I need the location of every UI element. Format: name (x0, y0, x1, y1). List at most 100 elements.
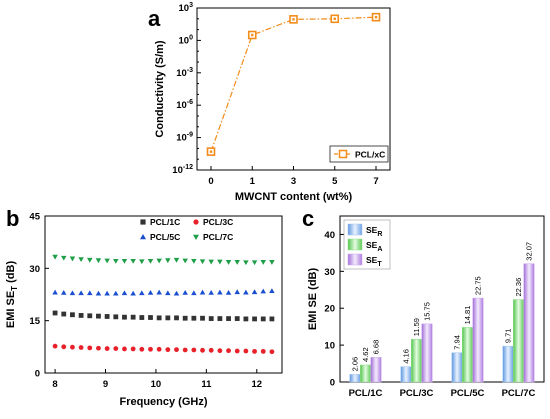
data-point-PCL/1C (52, 310, 58, 316)
data-point-PCL/5C (269, 288, 275, 294)
data-point-PCL/3C (52, 343, 58, 349)
y-tick-label-a: 10-9 (176, 132, 193, 144)
data-point-PCL/5C (69, 290, 76, 296)
x-tick-label-c: PCL/5C (451, 388, 485, 399)
data-point-PCL/3C (96, 345, 101, 351)
panel-label-a: a (148, 6, 161, 31)
data-point-PCL/1C (156, 315, 162, 321)
data-point-PCL/1C (234, 316, 240, 321)
x-tick-label-a: 5 (332, 176, 338, 187)
y-axis-title-c: EMI SE (dB) (307, 268, 319, 331)
data-point-PCL/3C (122, 346, 127, 352)
bar-R-PCL/3C (400, 366, 412, 383)
legend-marker-PCL/3C (193, 219, 199, 225)
bar-A-PCL/1C (360, 364, 371, 383)
y-tick-label-c: 10 (324, 341, 335, 352)
legend-label-PCL/7C: PCL/7C (203, 232, 233, 242)
data-point-PCL/7C (199, 259, 206, 265)
bar-T-PCL/5C (472, 297, 484, 383)
data-point-PCL/3C (243, 348, 249, 354)
data-label-A-PCL/5C: 14.81 (463, 306, 472, 325)
legend-label-a: PCL/xC (355, 150, 385, 160)
bar-A-PCL/7C (513, 299, 524, 383)
data-point-PCL/7C (52, 254, 58, 260)
series-line-a (210, 16, 377, 152)
y-tick-label-a: 10-6 (176, 99, 193, 111)
data-label-A-PCL/3C: 11.59 (412, 318, 421, 336)
data-point-PCL/3C (156, 346, 162, 352)
x-tick-label-b: 12 (251, 379, 262, 390)
x-tick-label-c: PCL/7C (502, 388, 536, 399)
data-point-PCL/5C (199, 289, 206, 295)
data-label-A-PCL/1C: 4.62 (361, 347, 370, 362)
bar-R-PCL/5C (451, 352, 463, 383)
data-point-center-a (374, 15, 378, 19)
data-point-PCL/1C (78, 313, 84, 318)
data-point-PCL/3C (87, 345, 93, 351)
y-tick-label-c: 40 (324, 230, 335, 241)
data-point-PCL/7C (243, 260, 249, 266)
data-point-PCL/7C (104, 258, 110, 264)
data-point-PCL/5C (130, 290, 136, 296)
y-tick-label-a: 100 (179, 34, 194, 46)
x-tick-label-a: 1 (250, 176, 256, 187)
data-point-PCL/7C (234, 260, 240, 265)
data-point-PCL/1C (61, 311, 67, 317)
panel-label-c: c (302, 206, 314, 231)
legend-swatch-R (347, 223, 363, 236)
data-point-PCL/1C (226, 316, 231, 321)
legend-swatch-A (347, 238, 363, 251)
data-point-PCL/1C (139, 315, 145, 320)
data-point-PCL/5C (182, 289, 188, 295)
legend-label-PCL/5C: PCL/5C (150, 232, 180, 242)
y-tick-label-a: 10-12 (172, 164, 193, 176)
data-point-PCL/7C (208, 259, 214, 265)
legend-label-T: SET (366, 255, 382, 268)
data-point-PCL/7C (182, 258, 188, 264)
data-point-PCL/3C (208, 347, 214, 353)
data-point-PCL/3C (182, 347, 188, 353)
data-point-PCL/3C (139, 346, 145, 352)
data-point-PCL/3C (130, 346, 136, 352)
data-point-PCL/5C (208, 289, 214, 295)
data-point-PCL/3C (269, 349, 275, 355)
x-tick-label-c: PCL/1C (349, 388, 383, 399)
bar-T-PCL/3C (421, 323, 433, 383)
data-point-PCL/5C (234, 289, 240, 295)
data-point-PCL/5C (260, 288, 267, 294)
y-tick-label-b: 0 (35, 369, 40, 380)
x-tick-label-c: PCL/3C (400, 388, 434, 399)
data-point-PCL/5C (113, 290, 119, 296)
data-point-center-a (333, 17, 336, 20)
plot-frame-b (44, 215, 283, 374)
bar-A-PCL/5C (462, 327, 473, 383)
data-point-PCL/3C (104, 346, 110, 351)
y-tick-label-c: 0 (330, 378, 335, 389)
data-label-T-PCL/3C: 15.75 (423, 302, 432, 321)
legend-label-R: SER (366, 225, 382, 238)
bar-R-PCL/1C (349, 374, 361, 383)
data-point-PCL/5C (139, 290, 145, 296)
data-point-PCL/1C (252, 316, 257, 322)
x-tick-label-a: 7 (373, 176, 378, 187)
data-point-PCL/3C (217, 348, 223, 354)
data-label-T-PCL/7C: 32.07 (525, 242, 534, 261)
data-point-PCL/1C (200, 315, 205, 321)
legend-label-PCL/1C: PCL/1C (150, 217, 180, 227)
y-tick-label-a: 10-3 (176, 67, 193, 79)
legend-swatch-T (347, 253, 363, 266)
data-point-PCL/1C (165, 315, 171, 321)
x-tick-label-b: 10 (151, 379, 162, 390)
data-point-PCL/3C (191, 347, 197, 353)
data-point-PCL/3C (260, 348, 266, 354)
bar-A-PCL/3C (411, 338, 422, 383)
data-point-PCL/5C (78, 290, 84, 296)
data-point-PCL/7C (113, 258, 119, 264)
x-tick-label-b: 9 (103, 379, 108, 390)
data-point-PCL/7C (225, 260, 232, 265)
data-point-PCL/5C (52, 289, 58, 295)
legend-marker-PCL/5C (140, 234, 146, 240)
data-label-T-PCL/5C: 22.75 (474, 276, 483, 295)
data-point-center-a (292, 18, 295, 21)
